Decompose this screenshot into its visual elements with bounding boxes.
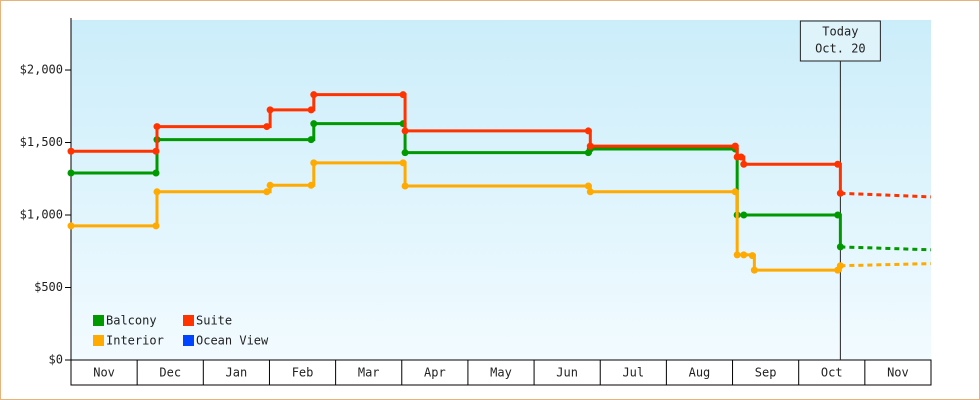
y-tick-label: $500: [34, 280, 63, 294]
y-tick-label: $2,000: [20, 63, 63, 77]
legend-swatch: [183, 335, 194, 346]
forecast-line: [840, 191, 932, 199]
series-point: [152, 147, 160, 155]
series-point: [310, 120, 318, 128]
x-tick-label: Nov: [887, 366, 909, 380]
series-point: [401, 127, 409, 135]
legend-swatch: [183, 315, 194, 326]
series-point: [740, 251, 748, 259]
series-point: [731, 142, 739, 150]
forecast-line: [840, 262, 932, 268]
x-tick-label: Oct: [821, 366, 843, 380]
x-tick-label: Feb: [292, 366, 314, 380]
x-tick-label: Mar: [358, 366, 380, 380]
series-point: [266, 106, 274, 114]
series-point: [733, 251, 741, 259]
series-point: [266, 181, 274, 189]
series-point: [310, 91, 318, 99]
x-tick-label: Sep: [755, 366, 777, 380]
today-date: Oct. 20: [815, 42, 866, 56]
y-tick-label: $1,000: [20, 208, 63, 222]
series-point: [153, 123, 161, 131]
series-point: [586, 142, 594, 150]
legend-label: Balcony: [106, 314, 157, 328]
series-point: [307, 181, 315, 189]
forecast-line: [840, 245, 932, 252]
x-tick-label: May: [490, 366, 512, 380]
x-tick-label: Jan: [226, 366, 248, 380]
series-point: [67, 147, 75, 155]
x-tick-label: Nov: [93, 366, 115, 380]
series-point: [67, 169, 75, 177]
series-point: [399, 91, 407, 99]
series-point: [307, 136, 315, 144]
series-point: [153, 188, 161, 196]
x-tick-label: Dec: [159, 366, 181, 380]
series-point: [584, 127, 592, 135]
today-label: Today: [822, 25, 858, 39]
y-tick-label: $1,500: [20, 135, 63, 149]
series-point: [586, 188, 594, 196]
plot-area: [71, 20, 931, 360]
legend-swatch: [93, 315, 104, 326]
series-point: [67, 222, 75, 230]
series-point: [737, 153, 745, 161]
series-point: [399, 159, 407, 167]
y-tick-label: $0: [49, 353, 63, 367]
legend-label: Ocean View: [196, 334, 269, 348]
series-point: [584, 182, 592, 190]
today-box: [799, 20, 881, 62]
series-point: [307, 106, 315, 114]
legend-label: Suite: [196, 314, 232, 328]
series-point: [263, 123, 271, 131]
legend-swatch: [93, 335, 104, 346]
series-point: [740, 160, 748, 168]
series-point: [731, 188, 739, 196]
series-point: [740, 211, 748, 219]
series-point: [834, 160, 842, 168]
x-tick-label: Jul: [622, 366, 644, 380]
series-point: [401, 182, 409, 190]
x-tick-label: Jun: [556, 366, 578, 380]
legend-label: Interior: [106, 334, 164, 348]
series-point: [834, 211, 842, 219]
series-point: [748, 252, 756, 260]
series-point: [310, 159, 318, 167]
series-point: [152, 169, 160, 177]
series-point: [401, 149, 409, 157]
series-point: [750, 266, 758, 274]
x-tick-label: Aug: [689, 366, 711, 380]
series-point: [263, 188, 271, 196]
x-tick-label: Apr: [424, 366, 446, 380]
series-point: [152, 222, 160, 230]
